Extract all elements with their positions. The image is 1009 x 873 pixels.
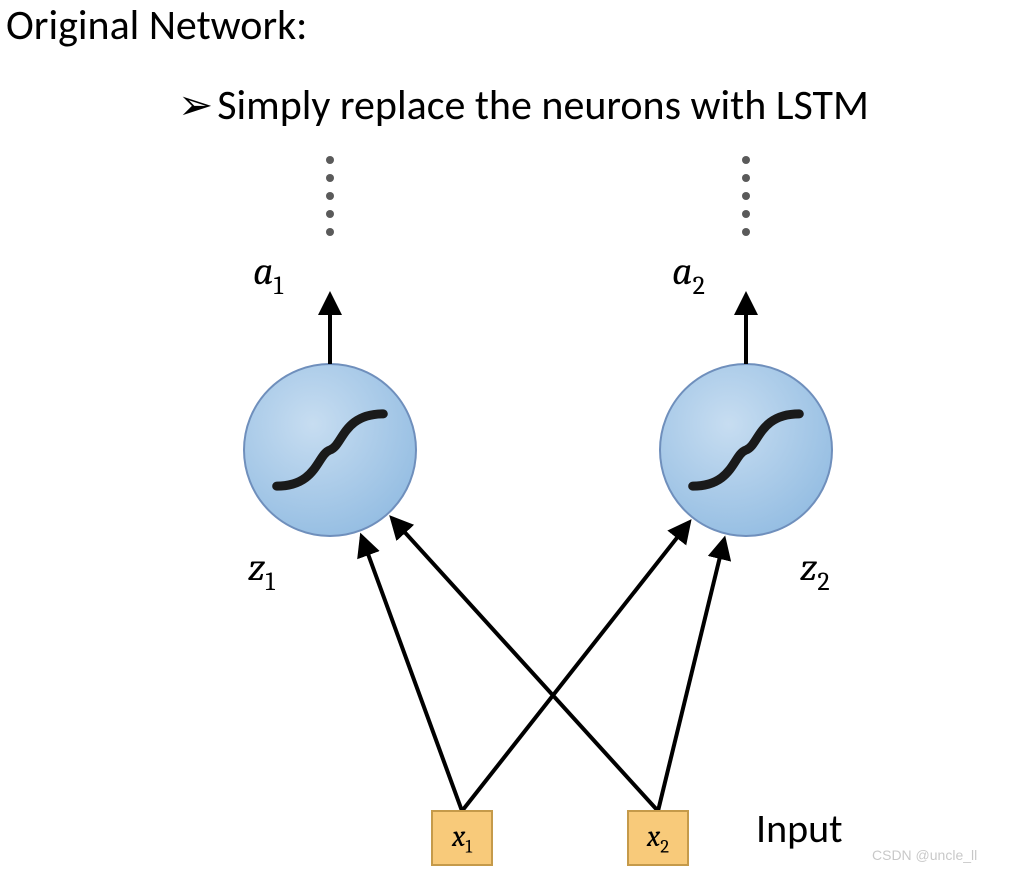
edge	[392, 518, 658, 811]
vdots-dot	[742, 156, 750, 164]
vdots-dot	[326, 210, 334, 218]
vdots-dot	[326, 156, 334, 164]
vdots-dot	[742, 210, 750, 218]
outputs-group	[330, 295, 746, 364]
vdots-dot	[326, 228, 334, 236]
vdots-dot	[742, 174, 750, 182]
inputs-group: x1 x2	[432, 811, 688, 865]
input-node: x1	[432, 811, 492, 865]
edge	[462, 522, 689, 811]
edges-group	[362, 518, 725, 811]
vdots-dot	[742, 228, 750, 236]
neurons-group	[244, 364, 832, 536]
canvas: Original Network: ➢Simply replace the ne…	[0, 0, 1009, 873]
input-node: x2	[628, 811, 688, 865]
diagram-svg: x1 x2	[0, 0, 1009, 873]
vdots-dot	[326, 174, 334, 182]
vdots-group	[326, 156, 750, 236]
vdots-dot	[326, 192, 334, 200]
neuron	[660, 364, 832, 536]
vdots-dot	[742, 192, 750, 200]
neuron	[244, 364, 416, 536]
edge	[658, 539, 724, 811]
